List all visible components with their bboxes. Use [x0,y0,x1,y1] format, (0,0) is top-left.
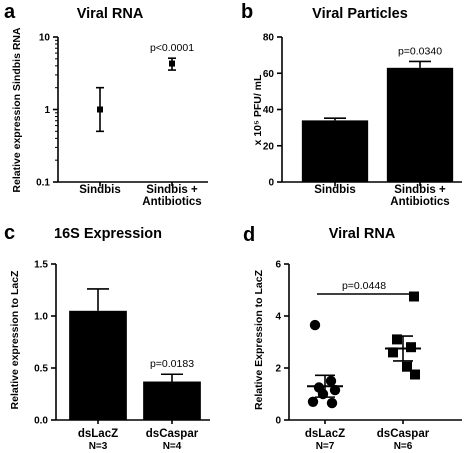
panel-d-category-label: dsLacZ [305,428,345,440]
panel-d-category-label: dsCaspar [377,428,430,440]
panel-a-category-label: Sindbis [79,184,121,196]
panel-c-p-value: p=0.0183 [150,358,194,370]
panel-d-data-point [388,347,398,358]
panel-c-category-label: dsCaspar [146,428,199,440]
panel-d-data-point [409,291,419,302]
panel-d-data-point [402,361,412,372]
panel-a-y-axis-label: Relative expression Sindbis RNA [11,27,23,193]
panel-d-y-tick-label: 6 [275,260,281,271]
panel-d-y-tick-label: 4 [275,312,281,323]
panel-d-data-point [410,369,420,380]
panel-a-y-tick-label: 0.1 [36,178,50,189]
panel-d-data-point [406,342,416,353]
panel-a-label: a [4,1,16,23]
panel-a-y-tick-label: 1 [44,105,50,116]
panel-b-y-axis-label: x 10⁵ PFU/ mL [252,74,264,145]
panel-c-y-axis-label: Relative expression to LacZ [9,270,21,409]
panel-b-bar [301,120,369,182]
panel-d-y-tick-label: 2 [275,364,281,375]
panel-c-n-label: N=4 [163,441,182,452]
panel-b-y-tick-label: 80 [263,33,275,44]
panel-d-data-point [325,375,337,387]
panel-d-n-label: N=7 [316,441,335,452]
panel-c-n-label: N=3 [89,441,108,452]
panel-c-title: 16S Expression [54,226,162,242]
panel-d-data-point [307,396,319,407]
panel-a-title: Viral RNA [77,6,144,22]
panel-d-data-point [309,319,321,331]
panel-d-y-tick-label: 0 [275,416,281,427]
panel-d-title: Viral RNA [329,226,396,242]
panel-b-title: Viral Particles [312,6,408,22]
panel-a-category-label: Sindbis + Antibiotics [142,184,201,208]
panel-b-category-label: Sindbis [314,184,356,196]
panel-b-category-label: Sindbis + Antibiotics [390,184,449,208]
panel-d-data-point [329,384,341,396]
panel-b-y-tick-label: 20 [263,141,275,152]
panel-c-category-label: dsLacZ [78,428,118,440]
panel-a-p-value: p<0.0001 [150,42,194,54]
panel-a-y-tick-label: 10 [39,33,51,44]
panel-b-bar [386,67,454,182]
panel-d-p-value: p=0.0448 [342,280,386,292]
panel-d-n-label: N=6 [394,441,413,452]
panel-b-p-value: p=0.0340 [398,45,442,57]
panel-d-y-axis-label: Relative Expression to LacZ [253,269,265,410]
panel-b-y-tick-label: 60 [263,69,275,80]
panel-d-data-point [326,397,338,409]
panel-d-data-point [392,334,402,345]
panel-a-mean-marker [97,106,103,113]
panel-b-label: b [241,1,253,23]
panel-c-bar [143,381,201,420]
panel-a-mean-marker [169,60,175,67]
panel-b-y-tick-label: 0 [268,178,274,189]
panel-b-y-tick-label: 40 [263,105,275,116]
panel-c-y-tick-label: 1.0 [34,312,48,323]
panel-c-label: c [4,222,15,244]
panel-c-y-tick-label: 0.0 [34,416,48,427]
panel-c-bar [69,310,127,420]
panel-d-label: d [243,224,255,246]
panel-c-y-tick-label: 0.5 [34,364,48,375]
panel-c-y-tick-label: 1.5 [34,260,48,271]
